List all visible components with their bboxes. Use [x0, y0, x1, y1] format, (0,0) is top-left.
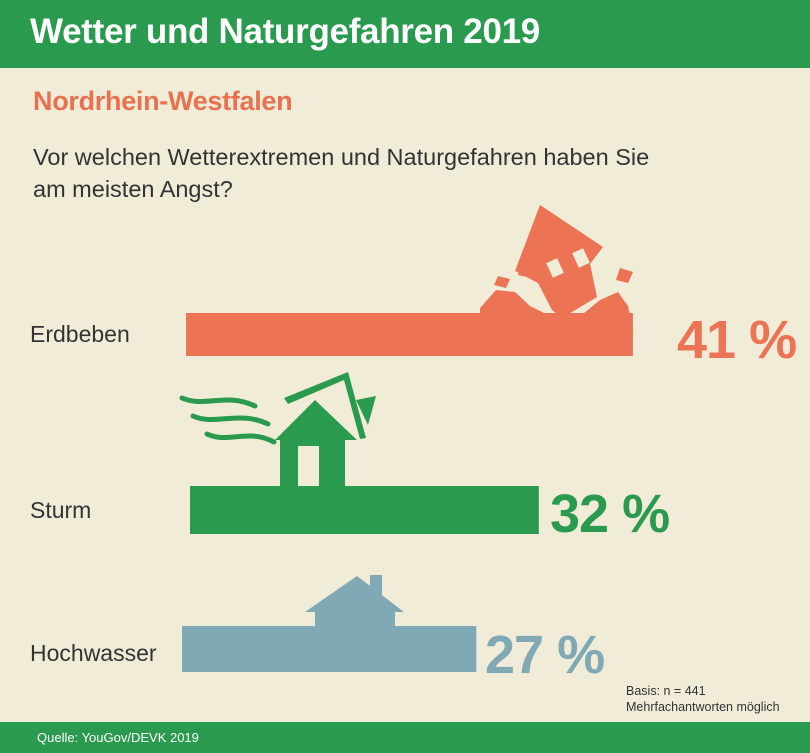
bar-erdbeben	[186, 313, 633, 356]
category-label-erdbeben: Erdbeben	[30, 321, 130, 347]
bar-chart: Erdbeben 41 % Sturm 32 % Hochwasser 27 %	[30, 205, 797, 685]
storm-house-icon	[179, 372, 376, 486]
basis-line-2: Mehrfachantworten möglich	[626, 700, 780, 714]
category-label-hochwasser: Hochwasser	[30, 640, 157, 666]
basis-line-1: Basis: n = 441	[626, 684, 706, 698]
bar-sturm	[190, 486, 539, 534]
bar-hochwasser	[182, 626, 477, 672]
source-text: Quelle: YouGov/DEVK 2019	[37, 730, 199, 745]
question-line-2: am meisten Angst?	[33, 176, 233, 202]
page-title: Wetter und Naturgefahren 2019	[30, 12, 540, 51]
question-text: Vor welchen Wetterextremen und Naturgefa…	[33, 141, 793, 205]
value-label-hochwasser: 27 %	[485, 625, 604, 685]
value-label-erdbeben: 41 %	[677, 310, 796, 370]
basis-note: Basis: n = 441 Mehrfachantworten möglich	[626, 683, 780, 715]
category-label-sturm: Sturm	[30, 497, 91, 523]
value-label-sturm: 32 %	[550, 484, 669, 544]
header-bar: Wetter und Naturgefahren 2019	[0, 0, 810, 68]
question-line-1: Vor welchen Wetterextremen und Naturgefa…	[33, 144, 650, 170]
region-subtitle: Nordrhein-Westfalen	[33, 86, 293, 116]
bars-layer: Erdbeben 41 % Sturm 32 % Hochwasser 27 %	[30, 310, 797, 685]
footer-bar: Quelle: YouGov/DEVK 2019	[0, 722, 810, 753]
